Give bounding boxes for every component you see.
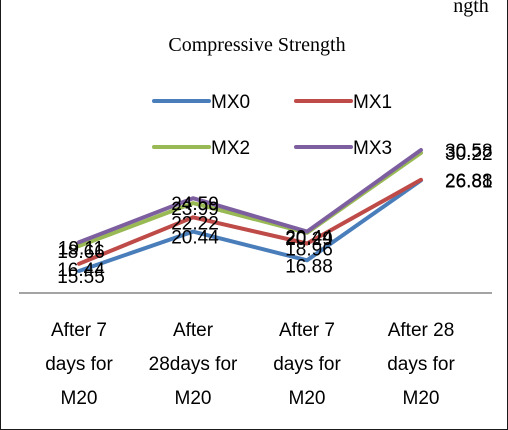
data-label-mx0-1: 20.44 <box>171 228 219 249</box>
legend-label-mx2: MX2 <box>211 138 250 159</box>
data-label-mx2-3: 30.22 <box>445 144 493 165</box>
series-line-mx0 <box>77 178 423 273</box>
data-label-mx1-3: 26.88 <box>445 171 493 192</box>
data-label-mx0-2: 16.88 <box>285 256 333 277</box>
data-label-mx3-1: 24.59 <box>171 194 219 215</box>
x-tick-label-3: After 28 days for M20 <box>387 320 455 409</box>
data-label-mx1-1: 22.22 <box>171 213 219 234</box>
data-label-mx1-2: 18.96 <box>285 240 333 261</box>
data-label-mx0-3: 26.81 <box>445 171 493 192</box>
data-label-mx2-1: 23.99 <box>171 199 219 220</box>
x-tick-label-0: After 7 days for M20 <box>45 320 113 409</box>
data-label-mx2-2: 20.29 <box>285 229 333 250</box>
series-line-mx3 <box>77 148 423 245</box>
legend-label-mx1: MX1 <box>353 92 392 113</box>
series-line-mx1 <box>77 177 423 266</box>
x-tick-label-1: After 28days for M20 <box>149 320 238 409</box>
legend-label-mx0: MX0 <box>211 92 250 113</box>
data-labels-layer: 15.55 20.44 16.88 26.81 16.44 22.22 18.96 26.88… <box>57 141 492 288</box>
data-label-mx1-0: 16.44 <box>57 260 105 281</box>
x-tick-labels: After 7 days for M20 After 28days for M20 Afte… <box>45 320 455 409</box>
legend-label-mx3: MX3 <box>353 138 392 159</box>
data-label-mx2-0: 18.66 <box>57 242 105 263</box>
x-tick-label-2: After 7 days for M20 <box>273 320 341 409</box>
legend: MX0 MX1 MX2 MX3 <box>152 92 392 159</box>
data-label-mx3-3: 30.58 <box>445 141 493 162</box>
top-caption-fragment: ngth <box>453 0 489 17</box>
data-label-mx3-0: 19.11 <box>58 238 104 259</box>
series-layer <box>77 148 423 273</box>
data-label-mx0-0: 15.55 <box>57 267 105 288</box>
chart-title: Compressive Strength <box>168 34 345 56</box>
data-label-mx3-2: 20.44 <box>285 228 333 249</box>
